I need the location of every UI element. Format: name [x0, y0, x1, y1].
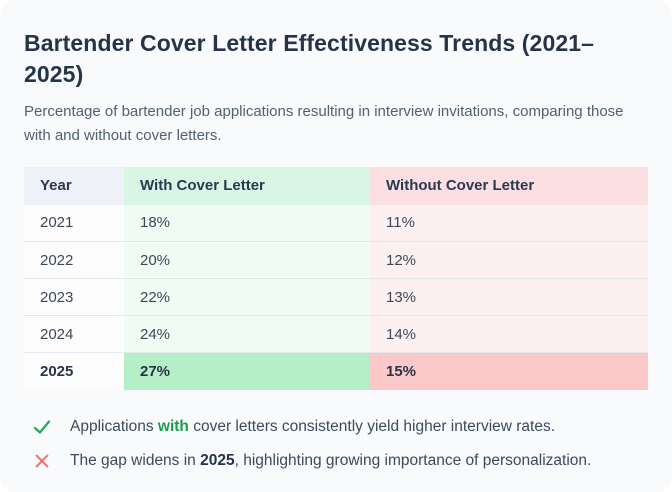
column-header-year: Year — [24, 166, 124, 205]
column-header-without-cover-letter: Without Cover Letter — [370, 166, 648, 205]
year-cell: 2023 — [24, 278, 124, 316]
trends-table: Year With Cover Letter Without Cover Let… — [24, 166, 648, 390]
page-subtitle: Percentage of bartender job applications… — [24, 102, 624, 144]
year-cell: 2024 — [24, 315, 124, 353]
x-icon — [32, 451, 52, 471]
year-cell: 2021 — [24, 204, 124, 242]
year-cell: 2022 — [24, 241, 124, 279]
table-row: 2024 24% 14% — [24, 315, 648, 353]
note-emphasis: with — [157, 417, 189, 435]
note-negative: The gap widens in 2025, highlighting gro… — [24, 450, 648, 472]
with-cover-letter-cell: 22% — [124, 278, 370, 316]
table-header: Year With Cover Letter Without Cover Let… — [24, 166, 648, 205]
with-cover-letter-cell: 24% — [124, 315, 370, 353]
without-cover-letter-cell: 12% — [370, 241, 648, 279]
check-icon — [32, 417, 52, 437]
table-row: 2021 18% 11% — [24, 204, 648, 242]
note-positive: Applications with cover letters consiste… — [24, 416, 648, 438]
table-row: 2023 22% 13% — [24, 278, 648, 316]
table-row: 2022 20% 12% — [24, 241, 648, 279]
without-cover-letter-cell: 13% — [370, 278, 648, 316]
notes-list: Applications with cover letters consiste… — [24, 416, 648, 473]
without-cover-letter-cell: 14% — [370, 315, 648, 353]
with-cover-letter-cell: 18% — [124, 204, 370, 242]
page-title: Bartender Cover Letter Effectiveness Tre… — [24, 30, 595, 88]
note-emphasis: 2025 — [200, 452, 235, 469]
note-text: Applications with cover letters consiste… — [70, 417, 556, 435]
table-row-highlighted: 2025 27% 15% — [24, 352, 648, 390]
with-cover-letter-cell: 27% — [124, 352, 370, 390]
note-text: The gap widens in 2025, highlighting gro… — [70, 452, 592, 469]
column-header-with-cover-letter: With Cover Letter — [124, 166, 370, 205]
without-cover-letter-cell: 15% — [370, 352, 648, 390]
with-cover-letter-cell: 20% — [124, 241, 370, 279]
year-cell: 2025 — [24, 352, 124, 390]
without-cover-letter-cell: 11% — [370, 204, 648, 242]
